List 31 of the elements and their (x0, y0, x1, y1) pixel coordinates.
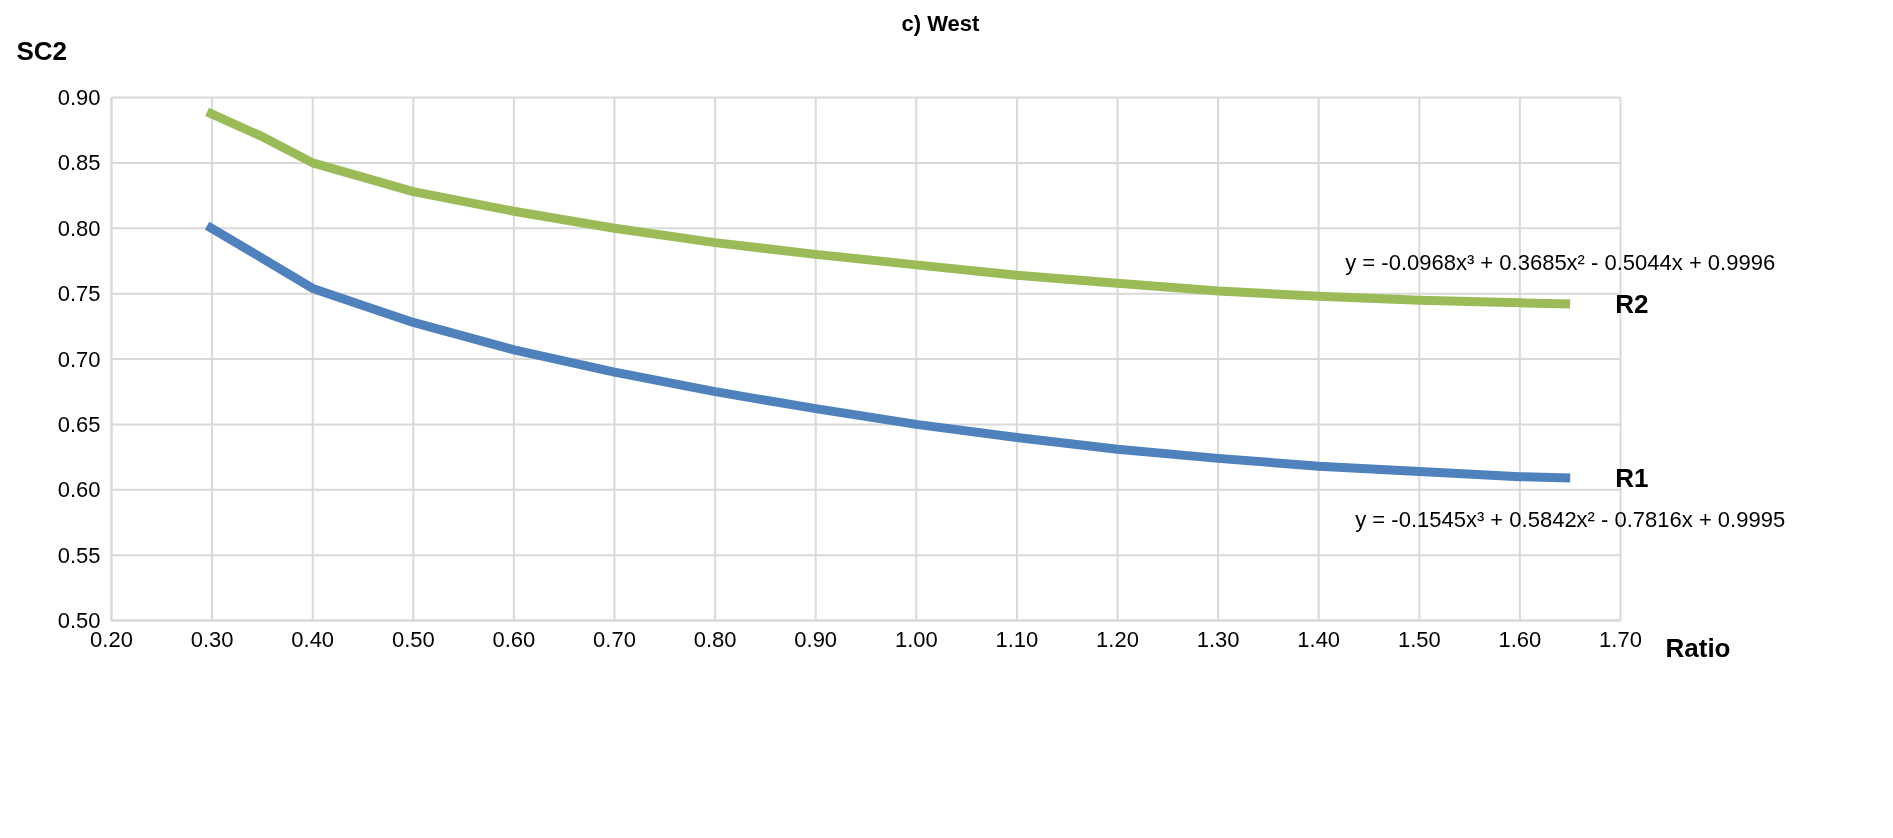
y-axis-title: SC2 (16, 35, 68, 66)
x-tick-label: 1.20 (1096, 626, 1139, 652)
x-tick-label: 0.90 (794, 626, 838, 652)
x-tick-label: 1.30 (1196, 626, 1240, 652)
chart-title: c) West (901, 10, 981, 36)
x-tick-label: 0.80 (693, 626, 737, 652)
series-label: R1 (1615, 462, 1649, 493)
y-tick-label: 0.50 (57, 608, 101, 633)
x-tick-label: 0.60 (492, 626, 536, 652)
x-tick-label: 1.50 (1397, 626, 1441, 652)
x-tick-label: 0.70 (593, 626, 636, 652)
x-tick-label: 1.10 (995, 626, 1039, 652)
series-label: R2 (1615, 289, 1649, 320)
y-tick-label: 0.85 (57, 150, 101, 176)
y-tick-label: 0.75 (57, 281, 101, 307)
x-tick-label: 1.60 (1498, 626, 1542, 652)
annotation: y = -0.1545x³ + 0.5842x² - 0.7816x + 0.9995 (1355, 507, 1786, 533)
x-tick-label: 1.40 (1297, 626, 1341, 652)
x-tick-label: 0.50 (391, 626, 435, 652)
y-tick-label: 0.70 (57, 346, 101, 372)
y-tick-label: 0.90 (57, 85, 101, 110)
y-tick-label: 0.60 (57, 477, 101, 503)
y-tick-label: 0.65 (57, 411, 101, 437)
x-tick-label: 1.00 (894, 626, 938, 652)
y-tick-label: 0.80 (57, 215, 101, 241)
x-tick-label: 0.40 (291, 626, 335, 652)
x-tick-label: 1.70 (1599, 626, 1642, 652)
x-tick-label: 0.30 (190, 626, 234, 652)
y-tick-label: 0.55 (57, 542, 101, 568)
x-axis-title: Ratio (1665, 632, 1731, 663)
annotation: y = -0.0968x³ + 0.3685x² - 0.5044x + 0.9996 (1345, 249, 1776, 275)
